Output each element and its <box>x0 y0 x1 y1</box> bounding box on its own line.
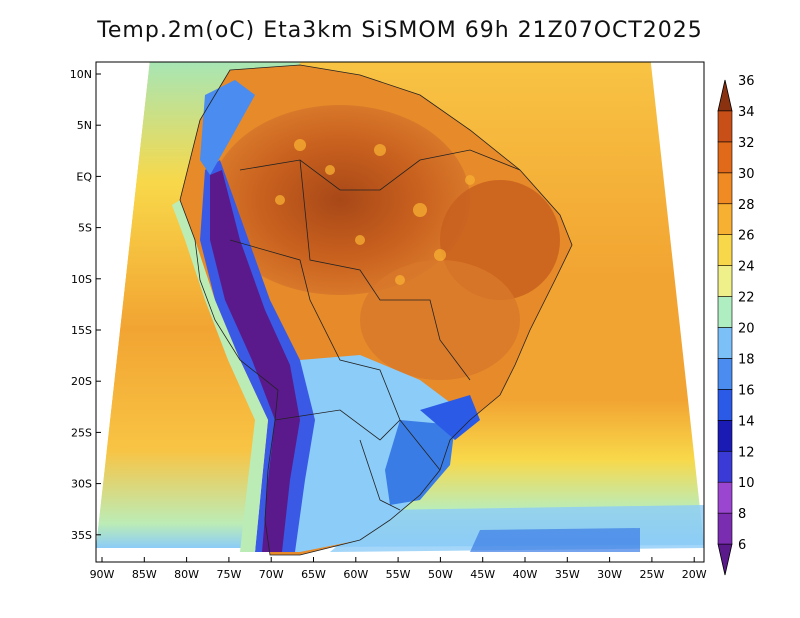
central-brazil-warm <box>360 260 520 380</box>
south-atlantic-cold-band <box>470 528 640 552</box>
colorbar-swatch <box>717 265 733 297</box>
colorbar-label: 14 <box>738 414 755 429</box>
lon-label: 60W <box>343 568 368 581</box>
southeast-highlands-cold <box>420 395 480 440</box>
colorbar-swatch <box>717 234 733 266</box>
south-brazil-cold <box>385 420 455 505</box>
colorbar-swatch <box>717 296 733 328</box>
lat-label: 25S <box>71 426 92 439</box>
colorbar-label: 34 <box>738 105 755 120</box>
colorbar-label: 36 <box>738 74 755 89</box>
colorbar-label: 24 <box>738 260 755 275</box>
plot-frame <box>95 61 705 563</box>
lat-label: EQ <box>76 170 92 183</box>
colorbar-swatch <box>717 172 733 205</box>
lon-label: 25W <box>639 568 664 581</box>
lat-label: 15S <box>71 324 92 337</box>
lon-label: 30W <box>597 568 622 581</box>
colorbar-label: 22 <box>738 291 755 306</box>
map-title: Temp.2m(oC) Eta3km SiSMOM 69h 21Z07OCT20… <box>97 18 703 43</box>
map-field <box>96 62 704 562</box>
colorbar-swatch <box>717 358 733 390</box>
colorbar-swatch <box>717 450 733 483</box>
lon-label: 55W <box>386 568 411 581</box>
lon-label: 90W <box>90 568 115 581</box>
colorbar-swatch <box>717 141 733 174</box>
lon-label: 75W <box>216 568 241 581</box>
lon-label: 35W <box>555 568 580 581</box>
lon-label: 40W <box>513 568 538 581</box>
colorbar-swatch <box>717 110 733 143</box>
latitude-axis: 10N 5N EQ 5S 10S 15S 20S 25S 30S 35S <box>70 68 101 542</box>
colorbar-label: 8 <box>738 507 746 522</box>
colorbar-label: 28 <box>738 198 755 213</box>
lon-label: 45W <box>470 568 495 581</box>
lon-label: 65W <box>301 568 326 581</box>
lon-label: 70W <box>259 568 284 581</box>
lon-label: 85W <box>132 568 157 581</box>
lat-label: 10S <box>71 273 92 286</box>
colorbar-label: 12 <box>738 445 755 460</box>
lat-label: 20S <box>71 375 92 388</box>
colorbar-swatch <box>717 420 733 452</box>
lon-label: 50W <box>428 568 453 581</box>
lat-label: 30S <box>71 478 92 491</box>
colorbar: 6 8 10 12 14 16 18 20 22 24 26 28 30 32 34 36 <box>717 74 755 576</box>
colorbar-max-arrow <box>717 79 733 112</box>
colorbar-swatch <box>717 203 733 235</box>
colorbar-label: 6 <box>738 538 746 553</box>
lon-label: 80W <box>174 568 199 581</box>
lat-label: 10N <box>70 68 92 81</box>
colorbar-min-arrow <box>717 543 733 576</box>
country-borders <box>179 64 573 556</box>
pacific-coast-cool-strip <box>172 200 268 552</box>
colorbar-swatch <box>717 389 733 421</box>
colorbar-label: 26 <box>738 229 755 244</box>
colorbar-label: 30 <box>738 167 755 182</box>
colorbar-label: 10 <box>738 476 755 491</box>
colorbar-label: 32 <box>738 136 755 151</box>
colorbar-swatch <box>717 512 733 545</box>
longitude-axis: 90W 85W 80W 75W 70W 65W 60W 55W 50W 45W 40W 35W 30W 2… <box>90 557 707 581</box>
colorbar-label: 20 <box>738 322 755 337</box>
northern-andes-cold <box>200 80 255 175</box>
amazon-hot-region <box>210 105 470 295</box>
southern-cool-region <box>280 355 460 552</box>
lon-label: 20W <box>682 568 707 581</box>
colorbar-swatch <box>717 327 733 359</box>
colorbar-swatch <box>717 481 733 514</box>
convective-hot-spots <box>275 139 475 285</box>
lat-label: 5S <box>78 222 92 235</box>
andes-high-band <box>210 170 300 552</box>
lat-label: 35S <box>71 529 92 542</box>
colorbar-label: 18 <box>738 352 755 367</box>
lat-label: 5N <box>77 119 92 132</box>
colorbar-label: 16 <box>738 383 755 398</box>
